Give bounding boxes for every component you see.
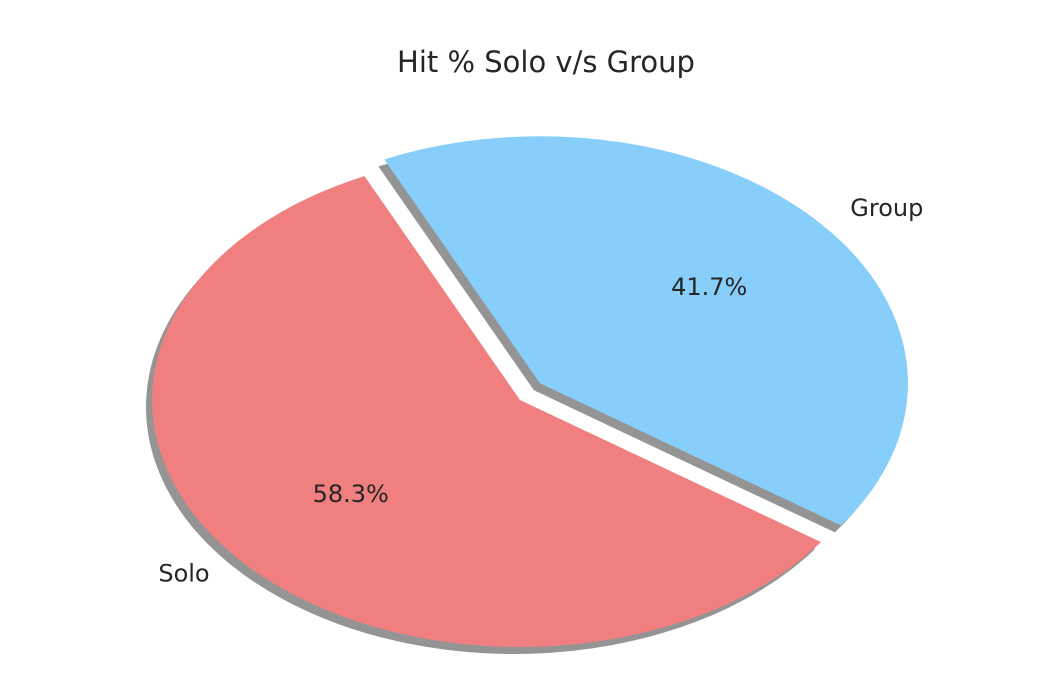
slice-pct-label-solo: 58.3%: [313, 480, 389, 508]
slice-label-group: Group: [850, 194, 923, 222]
pie-slice-solo: [152, 176, 822, 647]
slice-pct-label-group: 41.7%: [671, 273, 747, 301]
chart-title: Hit % Solo v/s Group: [397, 45, 695, 79]
slice-label-solo: Solo: [158, 559, 209, 587]
pie-slice-group: [384, 136, 908, 526]
